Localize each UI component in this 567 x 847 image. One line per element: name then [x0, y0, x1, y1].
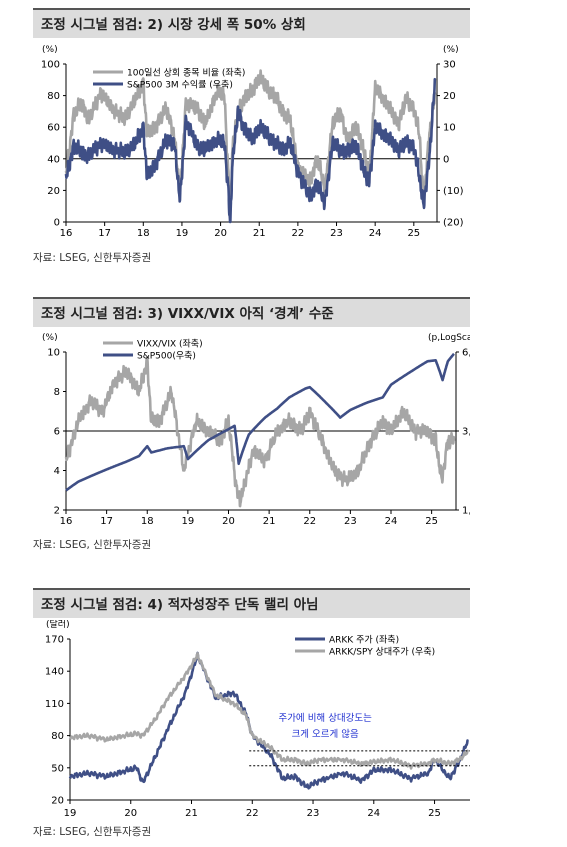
- x-tick-label: 22: [246, 808, 259, 819]
- chart-title-2: 조정 시그널 점검: 3) VIXX/VIX 아직 ‘경계’ 수준: [33, 297, 470, 327]
- y-right-tick-label: (20): [443, 218, 464, 229]
- source-note-2: 자료: LSEG, 신한투자증권: [33, 539, 152, 551]
- x-tick-label: 24: [367, 808, 380, 819]
- y-left-tick-label: 80: [51, 731, 64, 742]
- x-tick-label: 21: [253, 228, 266, 239]
- y-right-tick-label: (10): [443, 186, 464, 197]
- series-line-1: [64, 356, 456, 508]
- legend-label-2: S&P500 3M 수익률 (우축): [127, 79, 233, 91]
- y-left-tick-label: 2: [54, 506, 60, 517]
- y-right-unit: (p,LogScale): [428, 333, 470, 343]
- legend-label-2: ARKK/SPY 상대주가 (우축): [329, 647, 435, 658]
- y-left-tick-label: 110: [45, 699, 64, 710]
- y-left-tick-label: 100: [41, 60, 60, 71]
- x-tick-label: 20: [124, 808, 137, 819]
- series-line-2: [68, 651, 470, 770]
- x-tick-label: 25: [428, 808, 441, 819]
- y-left-tick-label: 40: [47, 154, 60, 165]
- source-note-3: 자료: LSEG, 신한투자증권: [33, 826, 152, 838]
- y-left-tick-label: 60: [47, 123, 60, 134]
- x-tick-label: 19: [64, 808, 77, 819]
- y-left-tick-label: 140: [45, 667, 64, 678]
- chart-3: (달러)(p)2050801101401700.00.10.20.30.4192…: [45, 620, 470, 819]
- x-tick-label: 17: [98, 228, 111, 239]
- legend-label-1: 100일선 상회 종목 비율 (좌축): [127, 68, 245, 79]
- x-tick-label: 23: [330, 228, 343, 239]
- x-tick-label: 21: [263, 516, 276, 527]
- legend-label-2: S&P500(우축): [137, 351, 196, 362]
- chart-panel-3: 조정 시그널 점검: 4) 적자성장주 단독 랠리 아님 (달러)(p)2050…: [33, 588, 470, 843]
- series-line-2: [65, 352, 456, 492]
- chart-title-3: 조정 시그널 점검: 4) 적자성장주 단독 랠리 아님: [33, 588, 470, 618]
- chart-2: (%)(p,LogScale)2468101,6003,2006,4001617…: [42, 333, 470, 527]
- chart-panel-2: 조정 시그널 점검: 3) VIXX/VIX 아직 ‘경계’ 수준 (%) (p,…: [33, 297, 470, 557]
- y-left-tick-label: 20: [47, 186, 60, 197]
- y-left-tick-label: 20: [51, 796, 64, 807]
- y-right-tick-label: 10: [443, 123, 456, 134]
- series-line-1: [64, 69, 437, 214]
- chart-title-1: 조정 시그널 점검: 2) 시장 강세 폭 50% 상회: [33, 8, 470, 38]
- x-tick-label: 18: [141, 516, 154, 527]
- series-line-2: [64, 77, 437, 224]
- x-tick-label: 25: [425, 516, 438, 527]
- x-tick-label: 25: [407, 228, 420, 239]
- y-left-tick-label: 0: [54, 218, 60, 229]
- y-right-tick-label: 1,600: [462, 506, 470, 517]
- y-left-tick-label: 80: [47, 91, 60, 102]
- y-left-tick-label: 6: [54, 427, 60, 438]
- source-note-1: 자료: LSEG, 신한투자증권: [33, 252, 152, 264]
- x-tick-label: 23: [307, 808, 320, 819]
- annotation-line-2: 크게 오르게 않음: [292, 729, 359, 740]
- x-tick-label: 16: [60, 516, 73, 527]
- y-right-tick-label: 30: [443, 60, 456, 71]
- x-tick-label: 16: [60, 228, 73, 239]
- y-left-tick-label: 10: [47, 348, 60, 359]
- y-right-tick-label: 6,400: [462, 348, 470, 359]
- legend-label-1: VIXX/VIX (좌축): [137, 339, 203, 350]
- chart-panel-1: 조정 시그널 점검: 2) 시장 강세 폭 50% 상회 (%) (%) 0 20 40…: [33, 8, 470, 273]
- x-tick-label: 23: [344, 516, 357, 527]
- x-tick-label: 22: [292, 228, 305, 239]
- x-tick-label: 22: [303, 516, 316, 527]
- series-line-1: [68, 651, 469, 790]
- x-tick-label: 19: [182, 516, 195, 527]
- x-tick-label: 17: [100, 516, 113, 527]
- y-left-tick-label: 170: [45, 635, 64, 646]
- chart-1: (%) (%) 0 20 40 60 80 100 (20) (10) 0 10 20 30 16 17 18 1…: [41, 45, 464, 239]
- x-tick-label: 21: [185, 808, 198, 819]
- y-right-tick-label: 3,200: [462, 427, 470, 438]
- y-right-tick-label: 0: [443, 154, 449, 165]
- annotation-line-1: 주가에 비해 상대강도는: [278, 712, 372, 724]
- y-left-unit: (%): [42, 333, 58, 343]
- y-right-unit: (%): [443, 45, 459, 55]
- legend-label-1: ARKK 주가 (좌축): [329, 635, 399, 646]
- x-tick-label: 18: [137, 228, 150, 239]
- y-left-tick-label: 50: [51, 763, 64, 774]
- x-tick-label: 20: [214, 228, 227, 239]
- y-left-unit: (%): [42, 45, 58, 55]
- y-left-tick-label: 4: [54, 466, 60, 477]
- x-tick-label: 19: [176, 228, 189, 239]
- y-right-tick-label: 20: [443, 91, 456, 102]
- x-tick-label: 24: [385, 516, 398, 527]
- y-left-unit: (달러): [46, 620, 70, 630]
- y-left-tick-label: 8: [54, 387, 60, 398]
- x-tick-label: 24: [369, 228, 382, 239]
- x-tick-label: 20: [222, 516, 235, 527]
